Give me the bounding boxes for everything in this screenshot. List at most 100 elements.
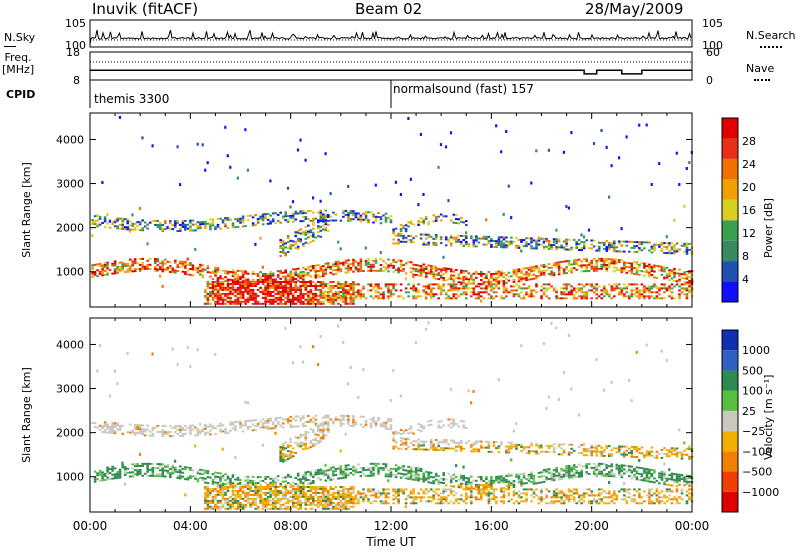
range-gate-cell xyxy=(342,507,345,510)
noise-frame xyxy=(89,19,693,48)
range-gate-cell xyxy=(422,496,425,499)
range-gate-cell xyxy=(562,272,566,275)
range-gate-cell xyxy=(452,293,456,296)
range-gate-cell xyxy=(216,507,220,510)
range-gate-cell xyxy=(412,275,415,279)
range-gate-cell xyxy=(249,298,252,301)
range-gate-cell xyxy=(339,503,343,506)
range-gate-cell xyxy=(347,216,350,218)
range-gate-cell xyxy=(169,472,172,475)
range-gate-cell xyxy=(264,426,267,429)
range-gate-cell xyxy=(289,415,292,418)
range-gate-cell xyxy=(249,290,252,293)
range-gate-cell xyxy=(427,477,430,480)
range-gate-cell xyxy=(204,507,207,510)
range-gate-cell xyxy=(658,265,661,268)
range-gate-cell xyxy=(359,218,363,221)
range-gate-cell xyxy=(234,273,237,276)
range-gate-cell xyxy=(284,283,287,285)
range-gate-cell xyxy=(567,206,570,210)
range-gate-cell xyxy=(630,289,634,292)
range-gate-cell xyxy=(603,257,606,260)
range-gate-cell xyxy=(342,211,345,214)
range-gate-cell xyxy=(312,217,315,220)
range-gate-cell xyxy=(470,488,473,491)
range-gate-cell xyxy=(349,288,353,291)
range-gate-cell xyxy=(324,486,328,488)
range-gate-cell xyxy=(281,298,285,301)
range-gate-cell xyxy=(575,246,578,249)
range-gate-cell xyxy=(329,286,333,289)
range-gate-cell xyxy=(585,291,588,294)
range-gate-cell xyxy=(246,296,250,299)
range-gate-cell xyxy=(322,269,325,272)
range-gate-cell xyxy=(419,272,423,275)
range-gate-cell xyxy=(211,278,215,280)
range-gate-cell xyxy=(286,215,290,218)
range-gate-cell xyxy=(289,437,292,441)
range-gate-cell xyxy=(259,286,262,289)
range-gate-cell xyxy=(299,286,302,289)
range-gate-cell xyxy=(547,243,551,246)
range-gate-cell xyxy=(289,298,292,301)
range-gate-cell xyxy=(216,292,220,295)
range-gate-cell xyxy=(590,289,593,292)
range-gate-cell xyxy=(547,245,551,248)
range-gate-cell xyxy=(123,468,127,471)
range-gate-cell xyxy=(402,225,405,228)
range-gate-cell xyxy=(284,490,287,492)
range-gate-cell xyxy=(397,447,400,450)
range-gate-cell xyxy=(643,274,646,277)
range-gate-cell xyxy=(196,434,200,437)
range-gate-cell xyxy=(191,229,195,232)
range-gate-cell xyxy=(432,277,435,280)
range-gate-cell xyxy=(424,478,428,481)
range-gate-cell xyxy=(605,258,609,260)
range-gate-cell xyxy=(161,473,165,476)
range-gate-cell xyxy=(610,260,614,263)
range-gate-cell xyxy=(462,424,466,427)
range-gate-cell xyxy=(449,219,453,222)
vel-panel-cells xyxy=(91,321,694,510)
range-gate-cell xyxy=(329,300,333,303)
range-gate-cell xyxy=(374,464,378,467)
range-gate-cell xyxy=(462,420,466,423)
range-gate-cell xyxy=(444,488,448,491)
range-gate-cell xyxy=(552,262,556,265)
range-gate-cell xyxy=(322,503,325,506)
range-gate-cell xyxy=(229,270,232,273)
range-gate-cell xyxy=(246,298,250,301)
range-gate-cell xyxy=(449,387,453,391)
range-gate-cell xyxy=(96,214,99,218)
range-gate-cell xyxy=(234,484,237,487)
range-gate-cell xyxy=(600,265,603,268)
range-gate-cell xyxy=(309,420,313,423)
range-gate-cell xyxy=(211,288,215,291)
range-gate-cell xyxy=(432,442,435,445)
range-gate-cell xyxy=(502,236,506,239)
range-gate-cell xyxy=(407,477,410,480)
range-gate-cell xyxy=(312,345,315,349)
range-gate-cell xyxy=(224,499,227,502)
range-gate-cell xyxy=(638,293,641,296)
range-gate-cell xyxy=(472,448,476,451)
range-gate-cell xyxy=(342,300,345,303)
range-gate-cell xyxy=(407,446,410,448)
range-gate-cell xyxy=(449,270,453,273)
range-gate-cell xyxy=(319,235,323,238)
range-gate-cell xyxy=(334,272,338,275)
range-gate-cell xyxy=(387,297,390,300)
range-gate-cell xyxy=(362,218,365,221)
range-gate-cell xyxy=(214,294,217,297)
range-gate-cell xyxy=(465,427,468,429)
range-gate-cell xyxy=(412,502,415,505)
range-gate-cell xyxy=(199,476,202,479)
range-gate-cell xyxy=(628,266,631,269)
range-gate-cell xyxy=(535,267,538,270)
range-gate-cell xyxy=(179,230,182,232)
range-gate-cell xyxy=(359,467,363,470)
range-gate-cell xyxy=(236,296,240,299)
range-gate-cell xyxy=(502,246,506,249)
range-gate-cell xyxy=(472,496,476,499)
range-gate-cell xyxy=(562,248,566,251)
